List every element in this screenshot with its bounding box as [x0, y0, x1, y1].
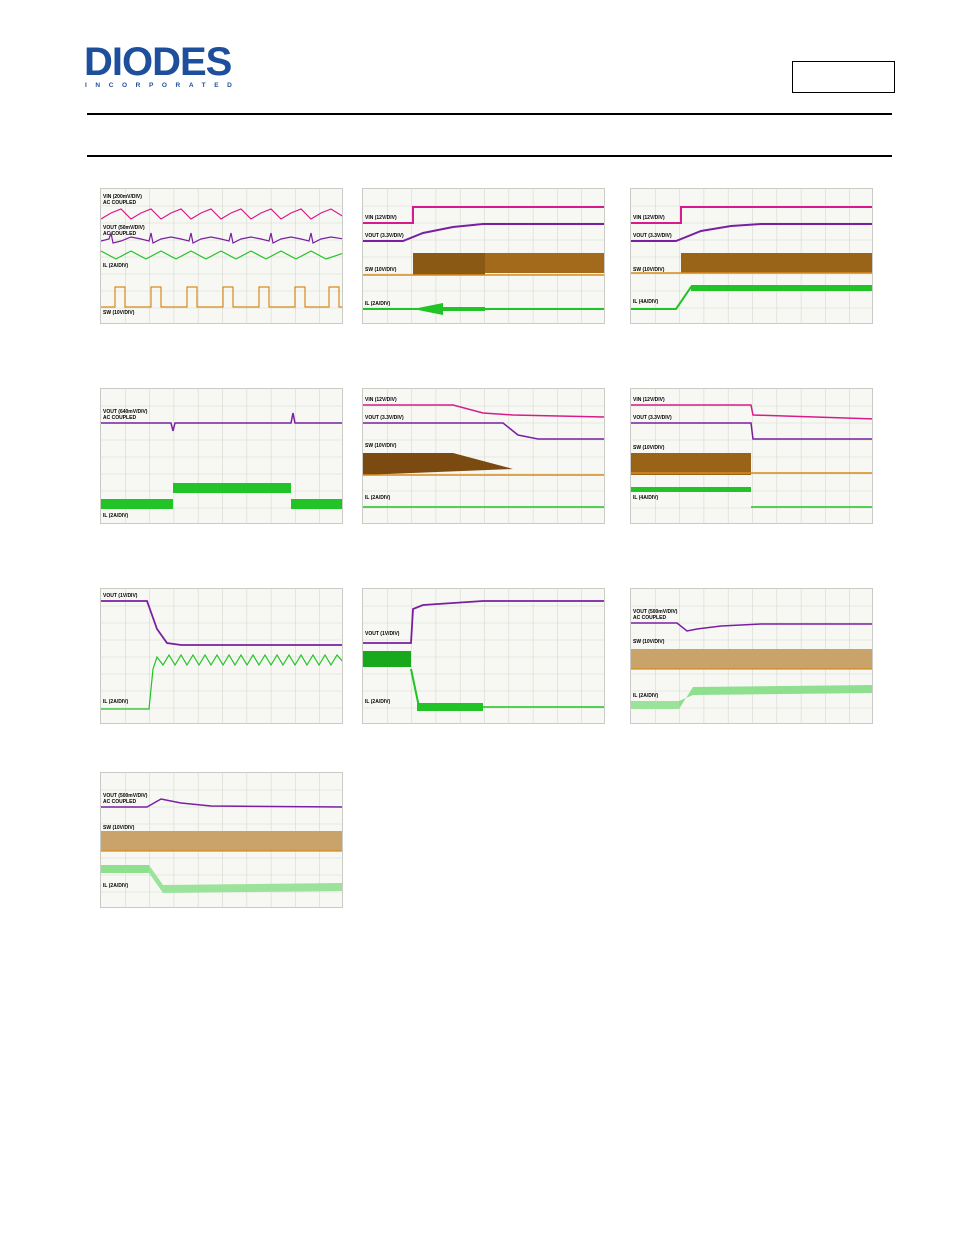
sw-label: SW (10V/DIV) [633, 445, 665, 451]
sw-label: SW (10V/DIV) [633, 267, 665, 273]
vin-trace [631, 206, 872, 224]
scope-shutdown: VIN (12V/DIV) VOUT (3.3V/DIV) SW (10V/DI… [362, 388, 605, 524]
vin-label: VIN (12V/DIV) [633, 397, 665, 403]
scope-5-plot [363, 389, 604, 523]
il-low-band [631, 701, 679, 709]
scope-2-plot [363, 189, 604, 323]
vout-label: VOUT (3.3V/DIV) [365, 415, 404, 421]
il-label: IL (4A/DIV) [633, 495, 659, 501]
vout-trace [101, 600, 342, 646]
scope-steady-state-ripple: VIN (200mV/DIV) AC COUPLED VOUT (50mV/DIV… [100, 188, 343, 324]
il-low-band [417, 703, 483, 711]
vout-trace [363, 600, 604, 644]
il-low-a [101, 499, 173, 509]
il-label: IL (2A/DIV) [103, 699, 129, 705]
il-drop [410, 668, 483, 708]
scope-9-plot [631, 589, 872, 723]
sw-label: SW (10V/DIV) [633, 639, 665, 645]
il-label: IL (2A/DIV) [103, 883, 129, 889]
logo-wordmark: DIODES [84, 40, 232, 84]
sw-burst-a [413, 253, 485, 275]
il-label: IL (2A/DIV) [103, 513, 129, 519]
il-label: IL (2A/DIV) [365, 301, 391, 307]
scope-load-transient: VOUT (640mV/DIV) AC COUPLED IL (2A/DIV) [100, 388, 343, 524]
vout-trace [631, 223, 872, 242]
scope-8-plot [363, 589, 604, 723]
vout-trace [363, 223, 604, 242]
il-low-b [291, 499, 342, 509]
scope-6-plot [631, 389, 872, 523]
scope-grid [363, 589, 604, 723]
vout-trace [101, 230, 342, 244]
vout-label: VOUT (3.3V/DIV) [365, 233, 404, 239]
vout-label: VOUT (640mV/DIV) AC COUPLED [103, 409, 148, 421]
il-label: IL (2A/DIV) [365, 495, 391, 501]
vin-label: VIN (12V/DIV) [365, 215, 397, 221]
vin-trace [631, 404, 872, 420]
scope-load-step-up: VOUT (500mV/DIV) AC COUPLED SW (10V/DIV) … [630, 588, 873, 724]
il-ramp [149, 865, 342, 893]
vin-trace [363, 404, 604, 418]
scope-startup: VIN (12V/DIV) VOUT (3.3V/DIV) SW (10V/DI… [362, 188, 605, 324]
vout-trace [101, 798, 342, 808]
sw-band [631, 649, 872, 669]
vout-label: VOUT (500mV/DIV) AC COUPLED [633, 609, 678, 621]
vin-trace [363, 206, 604, 224]
sw-burst [363, 453, 513, 475]
il-label: IL (4A/DIV) [633, 299, 659, 305]
sw-label: SW (10V/DIV) [103, 825, 135, 831]
sw-burst [681, 253, 872, 273]
sw-burst [631, 453, 751, 475]
vout-label: VOUT (3.3V/DIV) [633, 233, 672, 239]
vin-label: VIN (200mV/DIV) AC COUPLED [103, 194, 142, 206]
il-band [631, 487, 751, 492]
il-trace [101, 653, 342, 710]
logo-subtitle: INCORPORATED [85, 82, 241, 89]
il-label: IL (2A/DIV) [103, 263, 129, 269]
scope-load-step-down: VOUT (500mV/DIV) AC COUPLED SW (10V/DIV) … [100, 772, 343, 908]
il-label: IL (2A/DIV) [633, 693, 659, 699]
vout-trace [363, 422, 604, 440]
vout-label: VOUT (3.3V/DIV) [633, 415, 672, 421]
il-band [691, 285, 872, 291]
vout-trace [101, 412, 342, 432]
vout-label: VOUT (1V/DIV) [365, 631, 400, 637]
sw-band [101, 831, 342, 851]
scope-7-plot [101, 589, 342, 723]
header-rule-top [87, 113, 892, 115]
vin-label: VIN (12V/DIV) [365, 397, 397, 403]
scope-short-circuit-entry: VOUT (1V/DIV) IL (2A/DIV) [100, 588, 343, 724]
il-high-band [363, 651, 411, 667]
scope-startup-loaded: VIN (12V/DIV) VOUT (3.3V/DIV) SW (10V/DI… [630, 188, 873, 324]
il-trace [101, 250, 342, 260]
sw-label: SW (10V/DIV) [365, 443, 397, 449]
scope-grid [101, 589, 342, 723]
scope-shutdown-loaded: VIN (12V/DIV) VOUT (3.3V/DIV) SW (10V/DI… [630, 388, 873, 524]
part-number-box [792, 61, 895, 93]
sw-label: SW (10V/DIV) [103, 310, 135, 316]
scope-short-circuit-recovery: VOUT (1V/DIV) IL (2A/DIV) [362, 588, 605, 724]
vout-label: VOUT (50mV/DIV) AC COUPLED [103, 225, 145, 237]
il-label: IL (2A/DIV) [365, 699, 391, 705]
scope-grid [101, 189, 342, 323]
il-ramp [679, 685, 872, 709]
vin-label: VIN (12V/DIV) [633, 215, 665, 221]
sw-burst-b [485, 253, 604, 273]
header-rule-bottom [87, 155, 892, 157]
vout-trace [631, 422, 872, 440]
scope-3-plot [631, 189, 872, 323]
scope-1-plot [101, 189, 342, 323]
scope-4-plot [101, 389, 342, 523]
il-high-band [101, 865, 149, 873]
sw-label: SW (10V/DIV) [365, 267, 397, 273]
diodes-logo: DIODES INCORPORATED [84, 40, 254, 89]
vin-trace [101, 208, 342, 220]
vout-label: VOUT (500mV/DIV) AC COUPLED [103, 793, 148, 805]
il-high [173, 483, 291, 493]
sw-trace [101, 286, 342, 308]
vout-label: VOUT (1V/DIV) [103, 593, 138, 599]
scope-10-plot [101, 773, 342, 907]
vout-trace [631, 622, 872, 632]
